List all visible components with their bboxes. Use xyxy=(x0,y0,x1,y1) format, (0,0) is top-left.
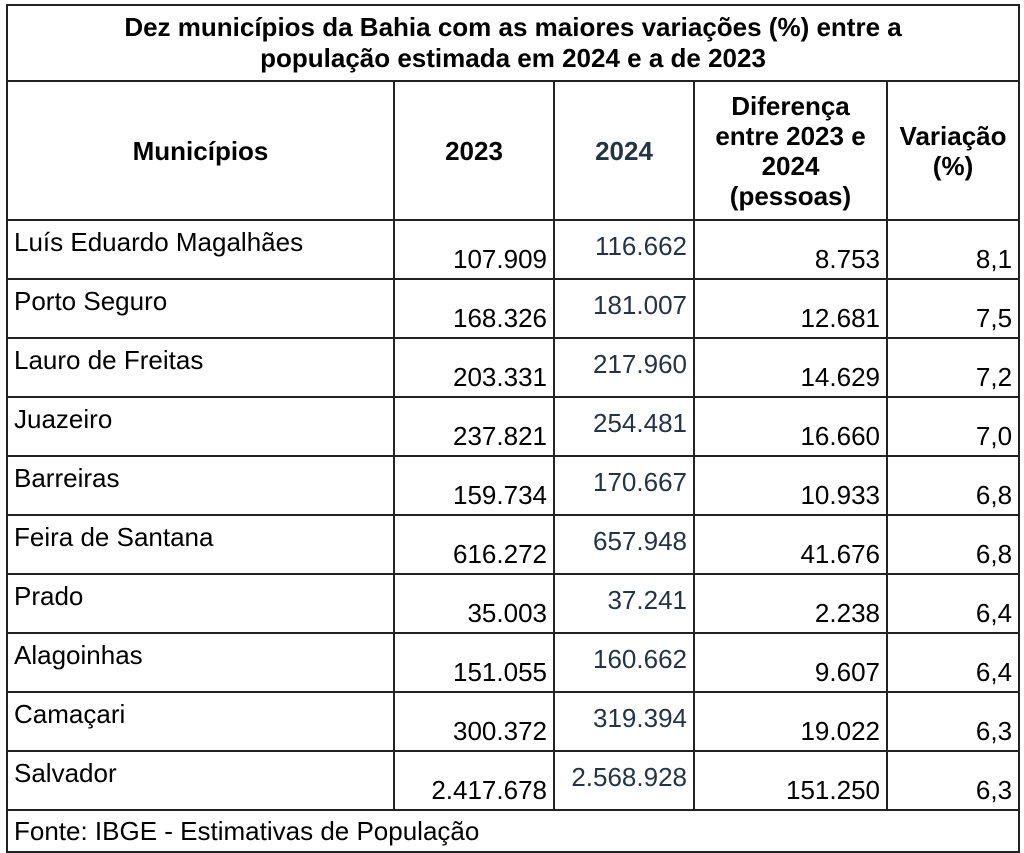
cell-diferenca: 12.681 xyxy=(693,278,888,339)
table-row: Luís Eduardo Magalhães 107.909 116.662 8.75… xyxy=(6,219,1021,280)
cell-variacao: 6,4 xyxy=(885,632,1021,693)
cell-2024: 254.481 xyxy=(553,396,695,457)
cell-2023: 237.821 xyxy=(393,396,555,457)
cell-2024: 160.662 xyxy=(553,632,695,693)
cell-2023: 2.417.678 xyxy=(393,750,555,811)
cell-municipio: Luís Eduardo Magalhães xyxy=(6,219,395,280)
table-row: Lauro de Freitas 203.331 217.960 14.629 7,2 xyxy=(6,337,1021,398)
cell-2023: 203.331 xyxy=(393,337,555,398)
title-row: Dez municípios da Bahia com as maiores v… xyxy=(5,4,1021,82)
header-2023: 2023 xyxy=(393,80,555,221)
cell-municipio: Juazeiro xyxy=(6,396,395,457)
cell-2023: 159.734 xyxy=(393,455,555,516)
table-title-line-2: população estimada em 2024 e a de 2023 xyxy=(260,43,766,73)
cell-2023: 35.003 xyxy=(393,573,555,634)
cell-2023: 616.272 xyxy=(393,514,555,575)
cell-2024: 217.960 xyxy=(553,337,695,398)
cell-diferenca: 151.250 xyxy=(693,750,888,811)
table-row: Camaçari 300.372 319.394 19.022 6,3 xyxy=(6,691,1021,752)
cell-diferenca: 9.607 xyxy=(693,632,888,693)
cell-2024: 181.007 xyxy=(553,278,695,339)
header-variacao-line-2: (%) xyxy=(932,150,974,181)
population-table-container: Dez municípios da Bahia com as maiores v… xyxy=(5,4,1021,853)
table-row: Prado 35.003 37.241 2.238 6,4 xyxy=(6,573,1021,634)
cell-municipio: Lauro de Freitas xyxy=(6,337,395,398)
table-title: Dez municípios da Bahia com as maiores v… xyxy=(5,4,1021,82)
cell-2024: 2.568.928 xyxy=(553,750,695,811)
cell-2023: 151.055 xyxy=(393,632,555,693)
source-note: Fonte: IBGE - Estimativas de População xyxy=(5,809,1021,853)
cell-variacao: 6,4 xyxy=(885,573,1021,634)
table-title-line-1: Dez municípios da Bahia com as maiores v… xyxy=(124,12,902,42)
cell-2023: 168.326 xyxy=(393,278,555,339)
table-row: Juazeiro 237.821 254.481 16.660 7,0 xyxy=(6,396,1021,457)
header-2024: 2024 xyxy=(553,80,695,221)
cell-2024: 657.948 xyxy=(553,514,695,575)
header-variacao-line-1: Variação xyxy=(899,120,1007,151)
cell-municipio: Camaçari xyxy=(6,691,395,752)
cell-variacao: 7,2 xyxy=(885,337,1021,398)
cell-2024: 170.667 xyxy=(553,455,695,516)
table-row: Porto Seguro 168.326 181.007 12.681 7,5 xyxy=(6,278,1021,339)
header-variacao: Variação (%) xyxy=(885,80,1021,221)
cell-2023: 107.909 xyxy=(393,219,555,280)
cell-2024: 37.241 xyxy=(553,573,695,634)
header-diferenca-line-4: (pessoas) xyxy=(729,180,852,211)
cell-variacao: 6,3 xyxy=(885,750,1021,811)
table-row: Salvador 2.417.678 2.568.928 151.250 6,3 xyxy=(6,750,1021,811)
cell-diferenca: 14.629 xyxy=(693,337,888,398)
cell-variacao: 6,3 xyxy=(885,691,1021,752)
cell-diferenca: 41.676 xyxy=(693,514,888,575)
cell-2024: 319.394 xyxy=(553,691,695,752)
cell-variacao: 7,5 xyxy=(885,278,1021,339)
cell-municipio: Barreiras xyxy=(6,455,395,516)
source-row: Fonte: IBGE - Estimativas de População xyxy=(5,809,1021,853)
header-municipios: Municípios xyxy=(6,80,395,221)
cell-variacao: 7,0 xyxy=(885,396,1021,457)
table-row: Feira de Santana 616.272 657.948 41.676 6,8 xyxy=(6,514,1021,575)
cell-variacao: 8,1 xyxy=(885,219,1021,280)
table-row: Barreiras 159.734 170.667 10.933 6,8 xyxy=(6,455,1021,516)
header-row: Municípios 2023 2024 Diferença entre 202… xyxy=(6,80,1021,221)
cell-municipio: Porto Seguro xyxy=(6,278,395,339)
cell-municipio: Feira de Santana xyxy=(6,514,395,575)
cell-diferenca: 16.660 xyxy=(693,396,888,457)
header-diferenca-line-1: Diferença xyxy=(731,90,850,121)
header-diferenca: Diferença entre 2023 e 2024 (pessoas) xyxy=(693,80,888,221)
cell-variacao: 6,8 xyxy=(885,455,1021,516)
cell-diferenca: 19.022 xyxy=(693,691,888,752)
cell-diferenca: 8.753 xyxy=(693,219,888,280)
table-row: Alagoinhas 151.055 160.662 9.607 6,4 xyxy=(6,632,1021,693)
cell-variacao: 6,8 xyxy=(885,514,1021,575)
cell-2024: 116.662 xyxy=(553,219,695,280)
header-diferenca-line-3: 2024 xyxy=(761,150,820,181)
cell-municipio: Alagoinhas xyxy=(6,632,395,693)
population-table: Dez municípios da Bahia com as maiores v… xyxy=(5,4,1021,853)
cell-diferenca: 2.238 xyxy=(693,573,888,634)
cell-2023: 300.372 xyxy=(393,691,555,752)
cell-diferenca: 10.933 xyxy=(693,455,888,516)
cell-municipio: Prado xyxy=(6,573,395,634)
cell-municipio: Salvador xyxy=(6,750,395,811)
header-diferenca-line-2: entre 2023 e xyxy=(715,120,866,151)
